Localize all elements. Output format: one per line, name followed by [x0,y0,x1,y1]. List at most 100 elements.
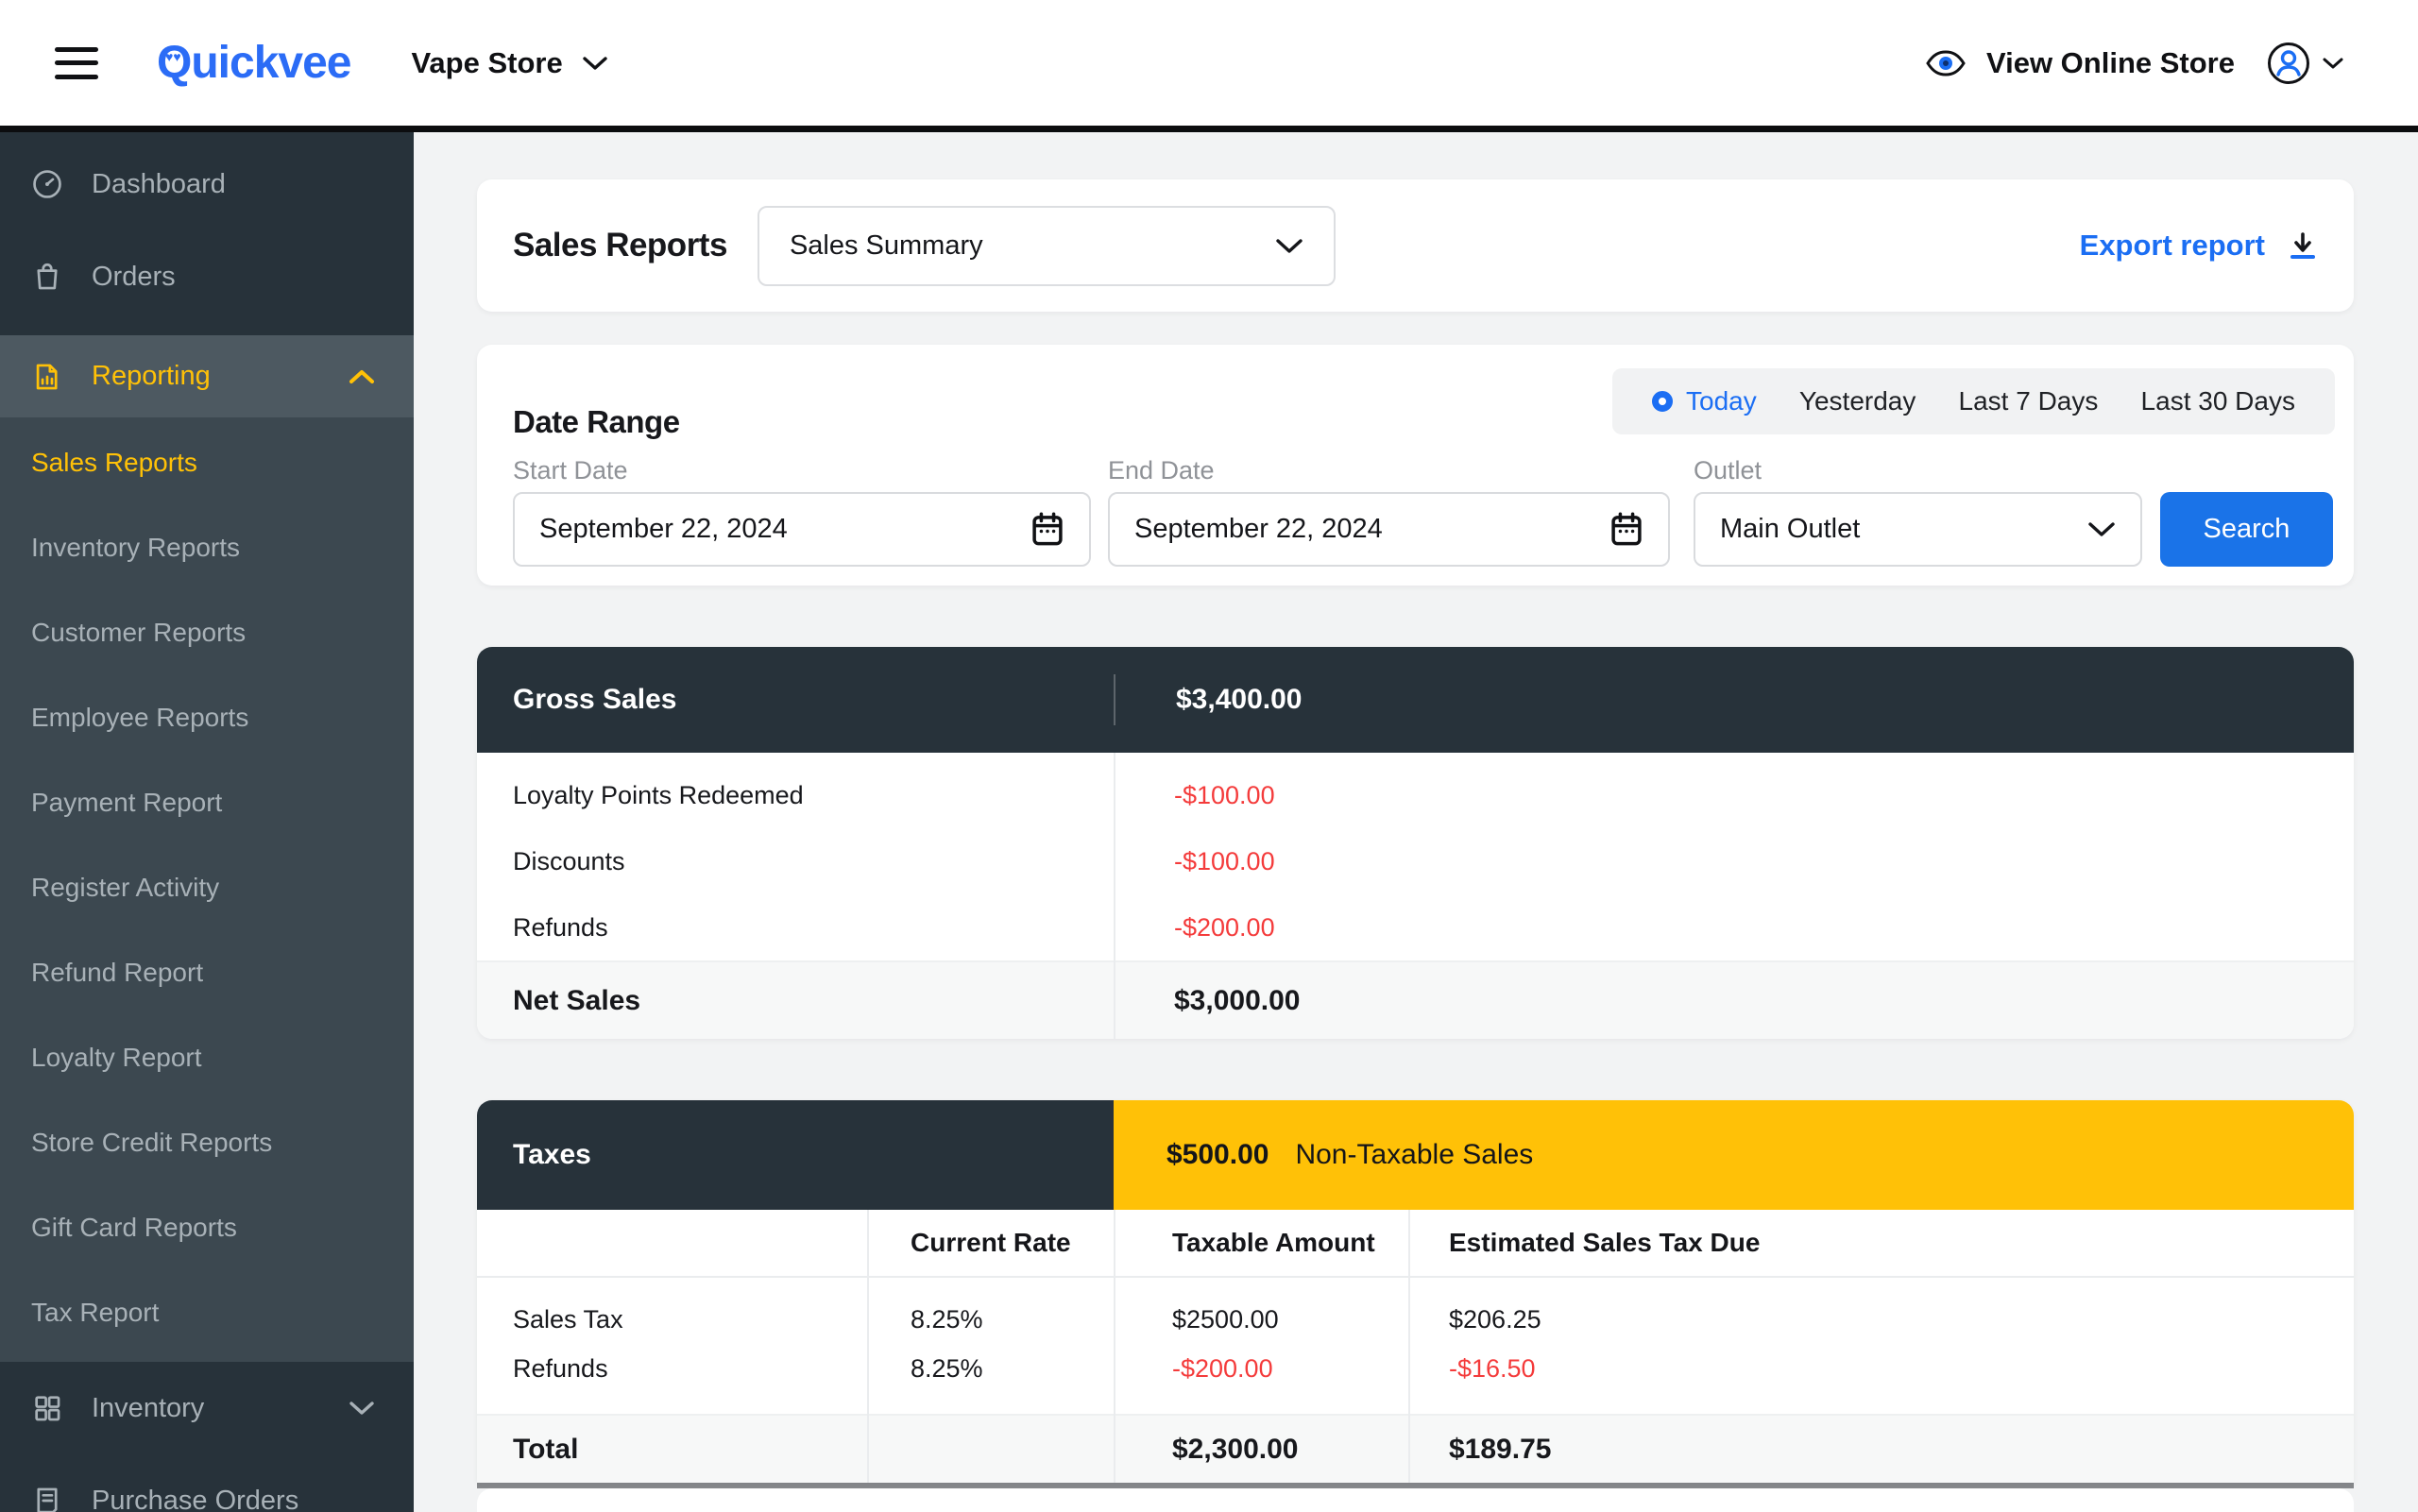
chevron-down-icon [2088,522,2115,536]
top-header: Quickvee ♥♥ Vape Store View Online Store [0,0,2418,126]
submenu-item-inventory-reports[interactable]: Inventory Reports [31,533,240,562]
submenu-item-payment-report[interactable]: Payment Report [31,788,223,817]
row-rate: 8.25% [911,1304,983,1334]
date-range-title: Date Range [513,404,680,440]
submenu-item-refund-report[interactable]: Refund Report [31,958,204,987]
tab-last-30-days[interactable]: Last 30 Days [2141,386,2295,416]
submenu-item-employee-reports[interactable]: Employee Reports [31,703,249,732]
row-label: Sales Tax [513,1304,623,1334]
sidebar-item-label: Inventory [92,1392,205,1423]
submenu-item-tax-report[interactable]: Tax Report [31,1298,160,1327]
sidebar-item-label: Orders [92,261,176,292]
tab-label: Last 7 Days [1958,386,2099,416]
export-report-label: Export report [2079,229,2265,262]
eye-icon [1926,49,1966,76]
search-button[interactable]: Search [2160,492,2333,567]
radio-selected-icon [1652,391,1673,412]
tab-today[interactable]: Today [1652,386,1757,416]
submenu-item-loyalty-report[interactable]: Loyalty Report [31,1043,202,1072]
chevron-down-icon [1276,238,1303,253]
submenu-item-sales-reports[interactable]: Sales Reports [31,448,197,477]
tab-yesterday[interactable]: Yesterday [1799,386,1916,416]
column-header-current-rate: Current Rate [911,1228,1071,1257]
user-avatar-icon [2268,42,2309,84]
report-type-selected-value: Sales Summary [789,229,983,261]
row-tax-due: -$16.50 [1449,1353,1536,1383]
page-title: Sales Reports [513,227,727,263]
report-type-select[interactable]: Sales Summary [757,205,1336,286]
gauge-icon [33,170,61,198]
header-divider [0,126,2418,132]
view-online-store-button[interactable]: View Online Store [1926,46,2235,80]
calendar-icon[interactable] [1609,511,1643,548]
end-date-input[interactable] [1134,514,1609,545]
sidebar-item-orders[interactable]: Orders [0,230,414,323]
outlet-select[interactable]: Main Outlet [1694,492,2142,567]
submenu-item-register-activity[interactable]: Register Activity [31,873,220,902]
export-report-button[interactable]: Export report [2080,229,2318,263]
table-row: Sales Tax 8.25% $2500.00 $206.25 [477,1295,2354,1344]
taxes-column-headers: Current Rate Taxable Amount Estimated Sa… [477,1210,2354,1278]
tab-label: Yesterday [1798,386,1916,416]
row-value: -$100.00 [1174,846,1275,875]
calendar-icon[interactable] [1030,511,1064,548]
chevron-down-icon [349,1402,374,1415]
report-document-icon [36,364,58,389]
row-label: Refunds [513,1353,608,1383]
main-content: Sales Reports Sales Summary Export repor… [414,132,2418,1512]
row-tax-due: $206.25 [1449,1304,1541,1334]
total-tax-due: $189.75 [1449,1433,1552,1465]
submenu-item-customer-reports[interactable]: Customer Reports [31,618,247,647]
row-label: Discounts [513,846,625,875]
start-date-label: Start Date [513,456,628,484]
column-divider [1114,1210,1115,1483]
view-online-store-label: View Online Store [1985,45,2235,79]
row-value: -$200.00 [1174,912,1275,942]
sidebar-item-label: Dashboard [92,168,226,199]
sidebar-item-reporting[interactable]: Reporting [0,335,414,417]
purchase-order-icon [37,1487,58,1512]
submenu-item-gift-card-reports[interactable]: Gift Card Reports [31,1213,237,1242]
start-date-input[interactable] [539,514,1030,545]
logo-heart-eyes-icon: ♥♥ [165,49,181,64]
row-label: Loyalty Points Redeemed [513,780,804,809]
sidebar-item-inventory[interactable]: Inventory [0,1362,414,1454]
taxes-total-row: Total $2,300.00 $189.75 [477,1414,2354,1483]
sidebar-item-dashboard[interactable]: Dashboard [0,138,414,230]
gross-sales-rows: Loyalty Points Redeemed -$100.00 Discoun… [477,753,2354,960]
chevron-down-icon [583,56,607,70]
submenu-item-store-credit-reports[interactable]: Store Credit Reports [31,1128,273,1157]
quickvee-logo[interactable]: Quickvee ♥♥ [157,37,351,89]
tab-label: Today [1686,386,1757,416]
column-divider [867,1210,869,1483]
profile-menu[interactable] [2267,42,2344,85]
column-divider [1408,1210,1410,1483]
column-header-estimated-tax-due: Estimated Sales Tax Due [1449,1228,1761,1257]
tab-label: Last 30 Days [2140,386,2295,416]
table-row: Loyalty Points Redeemed -$100.00 [477,762,2354,828]
outlet-selected-value: Main Outlet [1720,514,1861,544]
net-sales-value: $3,000.00 [1174,984,1301,1016]
logo-text: Quickvee [157,38,351,88]
report-header-card: Sales Reports Sales Summary Export repor… [477,179,2354,312]
non-taxable-label: Non-Taxable Sales [1295,1139,1534,1170]
next-section-card [477,1488,2354,1512]
horizontal-scrollbar[interactable] [477,1483,2354,1488]
date-range-card: Date Range Today Yesterday Last 7 Days L… [477,345,2354,586]
non-taxable-banner: $500.00 Non-Taxable Sales [1114,1100,2354,1210]
sidebar: Dashboard Orders Reporting Sales Reports… [0,132,414,1512]
row-label: Refunds [513,912,608,942]
gross-sales-header: Gross Sales $3,400.00 [477,647,2354,753]
tab-last-7-days[interactable]: Last 7 Days [1959,386,2099,416]
gross-sales-value: $3,400.00 [1114,674,2354,725]
hamburger-menu-icon[interactable] [55,46,98,79]
store-selector[interactable]: Vape Store [411,46,607,80]
sidebar-item-label: Reporting [92,361,211,391]
end-date-label: End Date [1108,456,1215,484]
sidebar-item-purchase-orders[interactable]: Purchase Orders [0,1454,414,1512]
chevron-up-icon [349,369,374,383]
grid-icon [35,1396,60,1421]
quick-range-tabs: Today Yesterday Last 7 Days Last 30 Days [1612,368,2335,434]
row-value: -$100.00 [1174,780,1275,809]
